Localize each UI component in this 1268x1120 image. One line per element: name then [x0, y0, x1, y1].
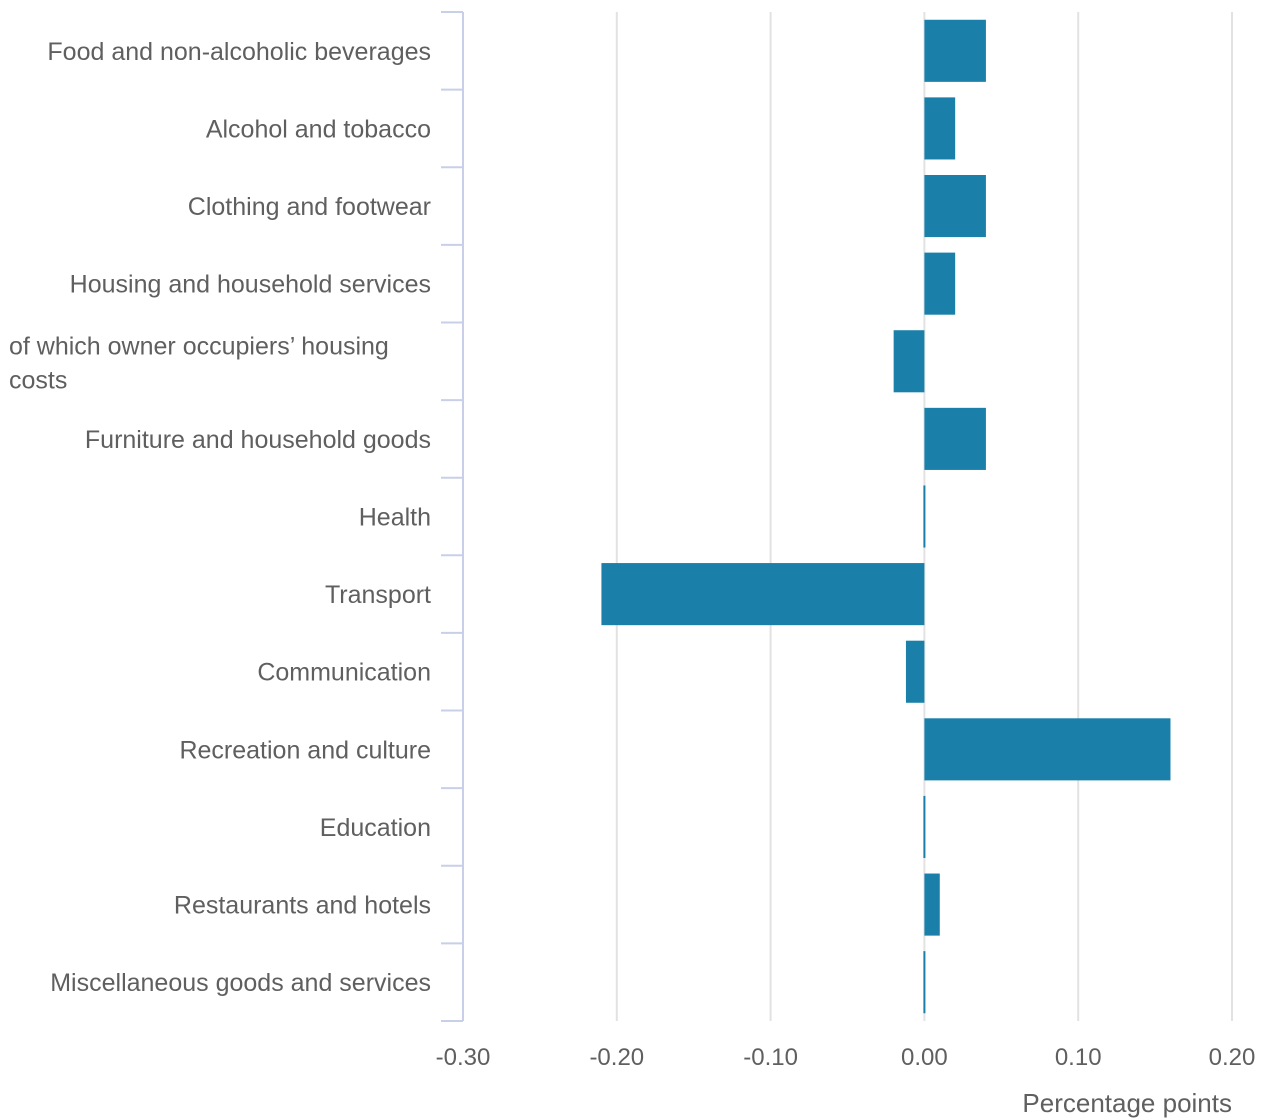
- category-label-6: Health: [359, 504, 431, 532]
- bar-10: [923, 795, 926, 859]
- bar-3: [924, 252, 956, 315]
- x-tick-labels: -0.30 -0.20 -0.10 0.00 0.10 0.20: [436, 1044, 1256, 1071]
- bar-4: [893, 330, 925, 393]
- category-label-4: of which owner occupiers’ housing costs: [9, 332, 389, 394]
- bar-11: [924, 873, 940, 936]
- bar-5: [924, 407, 986, 470]
- bar-8: [905, 640, 925, 703]
- x-tick-label-1: -0.20: [589, 1044, 644, 1071]
- x-tick-label-0: -0.30: [436, 1044, 491, 1071]
- category-label-8: Communication: [257, 659, 431, 687]
- category-label-12: Miscellaneous goods and services: [50, 969, 431, 997]
- bar-2: [924, 174, 986, 238]
- bar-6: [923, 485, 926, 548]
- category-label-0: Food and non-alcoholic beverages: [47, 38, 431, 66]
- bar-0: [924, 19, 986, 82]
- category-label-7: Transport: [325, 581, 431, 609]
- category-label-5: Furniture and household goods: [85, 426, 431, 454]
- y-axis: Food and non-alcoholic beverages Alcohol …: [9, 11, 464, 1022]
- bar-7: [601, 563, 925, 626]
- x-tick-label-5: 0.20: [1209, 1044, 1256, 1071]
- x-tick-label-3: 0.00: [901, 1044, 948, 1071]
- x-tick-label-2: -0.10: [743, 1044, 798, 1071]
- bar-9: [924, 718, 1171, 781]
- category-label-3: Housing and household services: [70, 271, 431, 299]
- bar-12: [923, 951, 926, 1014]
- category-label-9: Recreation and culture: [179, 736, 431, 764]
- x-tick-label-4: 0.10: [1055, 1044, 1102, 1071]
- bar-1: [924, 97, 956, 160]
- category-label-11: Restaurants and hotels: [174, 892, 431, 920]
- category-label-1: Alcohol and tobacco: [206, 115, 431, 143]
- category-label-10: Education: [320, 814, 431, 842]
- category-label-2: Clothing and footwear: [188, 193, 431, 221]
- bars: [601, 19, 1171, 1014]
- x-axis-title: Percentage points: [1022, 1088, 1232, 1118]
